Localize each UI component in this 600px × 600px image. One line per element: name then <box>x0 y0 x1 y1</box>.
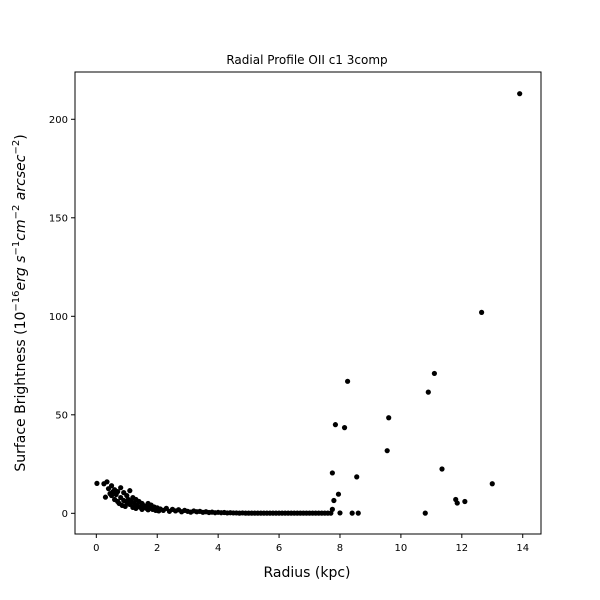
data-point <box>122 503 128 510</box>
y-label-units1: erg s <box>13 255 29 290</box>
data-point <box>349 510 355 516</box>
data-point <box>108 483 115 489</box>
y-axis-label: Surface Brightness (10−16erg s−1cm−2 arc… <box>11 134 29 471</box>
data-point <box>355 510 361 516</box>
data-point <box>386 415 392 421</box>
x-axis-label: Radius (kpc) <box>263 565 350 581</box>
data-point <box>115 489 121 495</box>
data-point <box>341 425 348 431</box>
data-point <box>431 370 437 377</box>
y-label-exp2: −2 <box>11 205 22 220</box>
data-point <box>104 479 110 485</box>
data-point <box>425 389 431 395</box>
axis-ticks: 0 2 4 6 8 10 12 14 0 50 100 150 200 <box>49 115 529 554</box>
x-tick-label: 8 <box>337 543 343 554</box>
data-point <box>94 480 100 486</box>
data-point <box>124 492 130 499</box>
data-point <box>118 485 124 491</box>
data-point <box>517 91 523 97</box>
y-label-suffix: ) <box>13 134 29 139</box>
y-tick-label: 100 <box>49 312 68 323</box>
x-tick-label: 4 <box>215 543 221 554</box>
data-point <box>337 510 343 516</box>
data-point <box>479 309 485 315</box>
data-point <box>108 492 115 499</box>
x-tick-label: 12 <box>455 543 468 554</box>
x-tick-label: 14 <box>516 543 529 554</box>
data-point <box>335 491 342 497</box>
y-tick-label: 0 <box>62 509 68 520</box>
y-label-exp1: −1 <box>11 241 22 256</box>
y-tick-label: 50 <box>55 410 68 421</box>
y-label-units2: cm <box>13 219 29 240</box>
data-point <box>332 422 339 428</box>
data-point <box>422 510 428 516</box>
data-point <box>331 497 337 504</box>
plot-frame <box>74 71 542 535</box>
x-tick-label: 0 <box>93 543 99 554</box>
y-tick-label: 200 <box>49 115 68 126</box>
y-label-exp16: −16 <box>11 290 22 311</box>
data-point <box>344 378 351 384</box>
y-tick-label: 150 <box>49 213 68 224</box>
x-tick-label: 2 <box>154 543 160 554</box>
x-tick-label: 10 <box>395 543 408 554</box>
data-point <box>489 481 495 487</box>
y-label-exp3: −2 <box>11 140 22 155</box>
data-point <box>454 500 460 506</box>
data-points <box>94 91 523 516</box>
chart-title: Radial Profile OII c1 3comp <box>226 53 387 67</box>
x-tick-label: 6 <box>276 543 282 554</box>
data-point <box>384 448 390 454</box>
data-point <box>439 466 445 472</box>
y-label-units3: arcsec <box>13 154 29 204</box>
data-point <box>462 498 468 505</box>
data-point <box>329 506 335 512</box>
data-point <box>329 470 335 476</box>
y-label-prefix: Surface Brightness (10 <box>13 312 29 472</box>
data-point <box>127 488 133 494</box>
data-point <box>354 474 360 480</box>
data-point <box>102 494 109 500</box>
